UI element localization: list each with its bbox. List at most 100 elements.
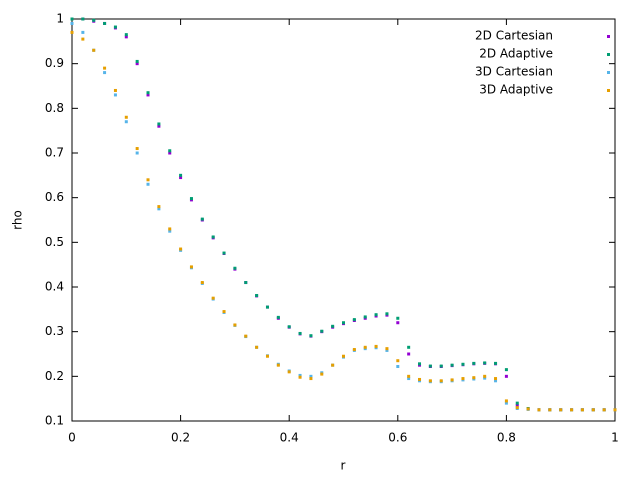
point	[200, 217, 204, 221]
point	[363, 315, 367, 319]
point	[450, 363, 454, 367]
point	[265, 305, 269, 309]
point	[244, 281, 248, 285]
point	[179, 173, 183, 177]
point	[396, 365, 400, 369]
point	[537, 408, 541, 412]
point	[504, 368, 508, 372]
point	[461, 362, 465, 366]
point	[472, 376, 476, 380]
point	[363, 345, 367, 349]
point	[92, 48, 96, 52]
point	[385, 348, 389, 352]
point	[287, 325, 291, 329]
point	[309, 334, 313, 338]
y-tick-label: 0.9	[45, 56, 64, 70]
point	[146, 93, 150, 97]
point	[385, 312, 389, 316]
point	[168, 149, 172, 153]
point	[222, 310, 226, 314]
plot-frame	[71, 18, 616, 422]
point	[157, 124, 161, 128]
point	[124, 33, 128, 37]
y-tick-label: 0.4	[45, 280, 64, 294]
point	[113, 88, 117, 92]
y-tick-label: 0.2	[45, 369, 64, 383]
point	[81, 30, 85, 34]
point	[309, 374, 313, 378]
point	[70, 17, 74, 21]
point	[504, 374, 508, 378]
point	[494, 377, 498, 381]
point	[407, 374, 411, 378]
point	[255, 345, 259, 349]
point	[179, 247, 183, 251]
legend-marker	[607, 53, 610, 56]
point	[439, 364, 443, 368]
y-tick-label: 0.1	[45, 414, 64, 428]
point	[265, 354, 269, 358]
point	[168, 229, 172, 233]
point	[580, 408, 584, 412]
point	[135, 62, 139, 66]
point	[103, 66, 107, 70]
x-tick-label: 0.4	[280, 431, 299, 445]
point	[331, 324, 335, 328]
legend-marker	[607, 71, 610, 74]
point	[428, 364, 432, 368]
point	[146, 91, 150, 95]
point	[494, 361, 498, 365]
point	[396, 316, 400, 320]
point	[81, 37, 85, 41]
x-tick-label: 0	[68, 431, 76, 445]
point	[189, 197, 193, 201]
point	[81, 17, 85, 21]
point	[504, 399, 508, 403]
point	[124, 115, 128, 119]
point	[461, 377, 465, 381]
point	[331, 363, 335, 367]
point	[157, 205, 161, 209]
point	[70, 21, 74, 25]
point	[113, 93, 117, 97]
legend-label: 3D Cartesian	[475, 65, 553, 79]
point	[320, 372, 324, 376]
point	[298, 373, 302, 377]
point	[483, 376, 487, 380]
point	[396, 359, 400, 363]
point	[146, 178, 150, 182]
point	[494, 379, 498, 383]
point	[113, 25, 117, 29]
point	[135, 151, 139, 155]
point	[124, 120, 128, 124]
point	[168, 227, 172, 231]
point	[418, 362, 422, 366]
legend-marker	[607, 35, 610, 38]
point	[450, 378, 454, 382]
point	[146, 182, 150, 186]
point	[244, 334, 248, 338]
point	[591, 408, 595, 412]
y-tick-label: 0.6	[45, 190, 64, 204]
y-tick-label: 1	[56, 12, 64, 26]
point	[374, 344, 378, 348]
point	[515, 406, 519, 410]
point	[418, 377, 422, 381]
x-tick-label: 0.2	[171, 431, 190, 445]
point	[211, 296, 215, 300]
point	[515, 403, 519, 407]
point	[211, 235, 215, 239]
x-tick-label: 0.6	[388, 431, 407, 445]
point	[157, 207, 161, 211]
point	[342, 354, 345, 358]
point	[92, 18, 96, 22]
point	[309, 377, 313, 381]
point	[157, 122, 161, 126]
y-tick-label: 0.7	[45, 146, 64, 160]
point	[103, 21, 107, 25]
point	[233, 323, 237, 327]
legend-label: 2D Adaptive	[479, 47, 553, 61]
point	[222, 251, 226, 255]
point	[233, 266, 237, 270]
point	[428, 379, 432, 383]
